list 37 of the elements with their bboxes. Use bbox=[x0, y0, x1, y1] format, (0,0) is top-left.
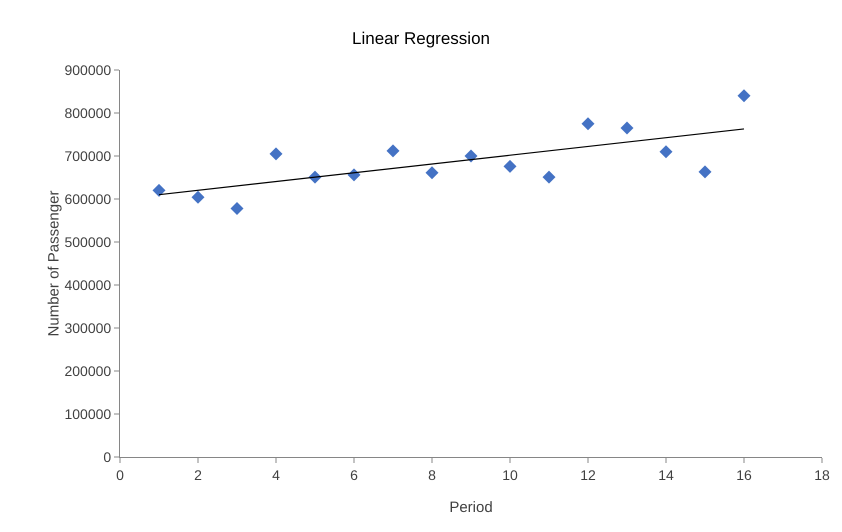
y-tick-label: 600000 bbox=[64, 190, 112, 207]
x-tick-label: 14 bbox=[658, 466, 674, 483]
y-tick-label: 800000 bbox=[64, 104, 112, 121]
x-tick-label: 0 bbox=[116, 466, 124, 483]
point bbox=[426, 166, 438, 180]
x-tick-label: 10 bbox=[502, 466, 518, 483]
x-tick-label: 4 bbox=[272, 466, 280, 483]
chart-title: Linear Regression bbox=[352, 28, 490, 48]
x-tick-label: 8 bbox=[428, 466, 436, 483]
point bbox=[620, 122, 634, 135]
point bbox=[152, 184, 166, 197]
y-tick-label: 0 bbox=[103, 448, 112, 465]
point bbox=[230, 202, 244, 215]
y-tick-label: 200000 bbox=[64, 362, 112, 379]
point bbox=[738, 89, 750, 102]
y-tick-label: 400000 bbox=[64, 276, 112, 293]
x-tick-label: 6 bbox=[350, 466, 358, 483]
x-axis-title: Period bbox=[449, 499, 493, 516]
point bbox=[504, 160, 516, 173]
point bbox=[542, 170, 556, 184]
y-axis-title: Number of Passenger bbox=[45, 190, 62, 336]
y-tick-label: 700000 bbox=[64, 148, 112, 164]
point bbox=[464, 150, 478, 162]
y-tick-label: 900000 bbox=[64, 62, 112, 78]
x-tick-label: 18 bbox=[814, 466, 830, 483]
y-tick-label: 500000 bbox=[64, 234, 112, 250]
x-tick-label: 16 bbox=[736, 466, 752, 483]
point bbox=[698, 165, 712, 178]
point bbox=[192, 190, 204, 204]
x-tick-label: 2 bbox=[194, 466, 202, 483]
x-tick-label: 12 bbox=[580, 466, 596, 483]
point bbox=[270, 147, 282, 160]
point bbox=[582, 117, 594, 130]
point bbox=[386, 144, 400, 158]
y-tick-label: 100000 bbox=[64, 406, 112, 422]
point bbox=[660, 145, 672, 158]
y-tick-label: 300000 bbox=[64, 320, 112, 336]
